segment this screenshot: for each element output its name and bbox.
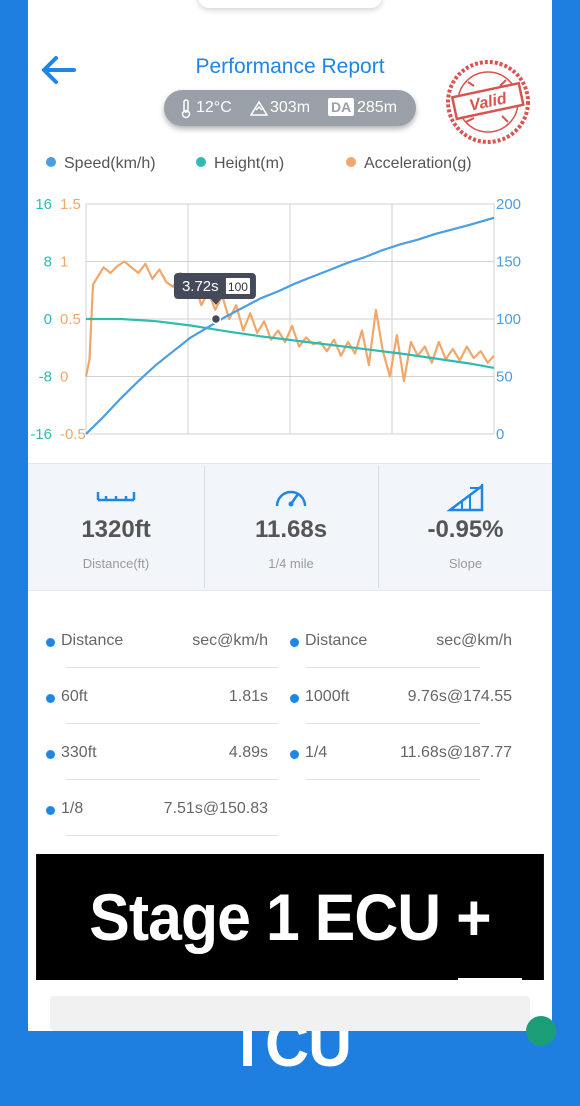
accel-tick-label: -0.5 [60, 426, 86, 443]
stat-slope-label: Slope [448, 556, 483, 571]
valid-stamp: Valid [444, 58, 532, 146]
slope-icon [379, 482, 552, 512]
tooltip-speed: 100 [228, 280, 248, 294]
top-handle [198, 0, 382, 8]
stat-time: 11.68s 1/4 mile [205, 464, 377, 590]
floating-action-icon[interactable] [526, 1016, 556, 1046]
chart-grid [85, 203, 495, 435]
stat-distance-value: 1320ft [81, 516, 151, 543]
divider [66, 723, 278, 724]
tooltip-time: 3.72s [182, 278, 219, 295]
bottom-bar [50, 996, 530, 1031]
speed-tick-label: 0 [496, 426, 504, 443]
divider [204, 466, 205, 588]
series-line-accel [84, 260, 495, 383]
bullet-icon [46, 694, 55, 703]
bullet-icon [290, 750, 299, 759]
speed-dot-icon [46, 157, 56, 167]
height-tick-label: 0 [44, 311, 52, 328]
height-tick-label: 8 [44, 254, 52, 271]
speedometer-icon [205, 482, 377, 510]
bottom-button[interactable] [458, 978, 522, 996]
density-altitude-badge: DA [328, 98, 355, 116]
height-tick-label: 16 [35, 196, 52, 213]
page-title: Performance Report [195, 55, 385, 78]
summary-panel: 1320ft Distance(ft) 11.68s 1/4 mile -0.9… [28, 463, 552, 591]
stat-time-label: 1/4 mile [268, 556, 314, 571]
legend-height: Height(m) [196, 155, 284, 173]
divider [306, 667, 480, 668]
stat-slope-value: -0.95% [427, 516, 504, 543]
series-line-speed [85, 216, 495, 435]
bullet-icon [46, 750, 55, 759]
bullet-icon [46, 638, 55, 647]
conditions-pill: 12°C 303m DA 285m [164, 90, 416, 126]
acceleration-dot-icon [346, 157, 356, 167]
back-arrow-icon[interactable] [40, 52, 80, 88]
chart-tooltip: 3.72s 100 [173, 273, 256, 325]
tooltip-pointer [210, 299, 221, 305]
stat-slope: -0.95% Slope [379, 464, 552, 590]
bullet-icon [290, 694, 299, 703]
bullet-icon [290, 638, 299, 647]
speed-tick-label: 200 [496, 196, 521, 213]
tooltip-speed-badge [225, 278, 250, 294]
legend-acceleration: Acceleration(g) [346, 155, 472, 173]
legend-speed: Speed(km/h) [46, 155, 156, 173]
divider [66, 667, 278, 668]
divider [66, 835, 278, 836]
accel-tick-label: 0 [60, 369, 68, 386]
accel-tick-label: 1.5 [60, 196, 81, 213]
bullet-icon [46, 806, 55, 815]
height-tick-label: -8 [39, 369, 52, 386]
ruler-icon [28, 482, 204, 510]
chart-ticks: 16 8 0 -8 -16 1.5 1 0.5 0 -0.5 200 150 100 50 0 [30, 196, 521, 443]
divider [306, 723, 480, 724]
chart-lines [84, 216, 495, 435]
stat-distance-label: Distance(ft) [82, 556, 150, 571]
stat-time-value: 11.68s [254, 516, 328, 543]
speed-tick-label: 50 [496, 369, 513, 386]
accel-tick-label: 0.5 [60, 311, 81, 328]
divider [306, 779, 480, 780]
divider [66, 779, 278, 780]
height-tick-label: -16 [30, 426, 52, 443]
thermometer-icon [180, 99, 192, 124]
mountain-icon [249, 99, 269, 122]
divider [378, 466, 379, 588]
speed-tick-label: 100 [496, 311, 521, 328]
altitude-value: 303m [270, 99, 311, 116]
stat-distance: 1320ft Distance(ft) [28, 464, 204, 590]
caption-banner: Stage 1 ECU + TCU [36, 854, 544, 1080]
temperature-value: 12°C [196, 99, 232, 116]
speed-tick-label: 150 [496, 254, 521, 271]
series-line-height [86, 317, 495, 369]
height-dot-icon [196, 157, 206, 167]
density-altitude-value: 285m [357, 99, 398, 116]
accel-tick-label: 1 [60, 254, 68, 271]
tooltip-marker [210, 313, 222, 325]
